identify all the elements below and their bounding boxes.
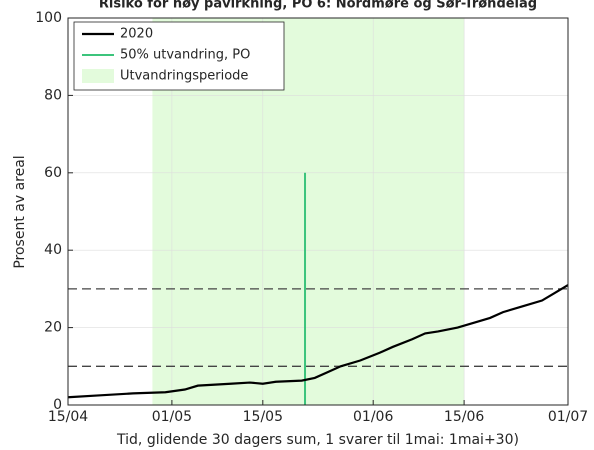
legend-label: 2020 (120, 27, 153, 42)
x-tick-label: 15/04 (48, 409, 88, 425)
y-tick-label: 100 (35, 10, 62, 26)
x-axis-label: Tid, glidende 30 dagers sum, 1 svarer ti… (116, 432, 519, 448)
y-tick-label: 0 (53, 397, 62, 413)
x-tick-label: 01/06 (353, 409, 393, 425)
x-tick-label: 01/05 (152, 409, 192, 425)
legend-label: Utvandringsperiode (120, 69, 248, 84)
x-tick-label: 15/05 (243, 409, 283, 425)
chart-title: Risiko for høy påvirkning, PO 6: Nordmør… (99, 0, 537, 12)
axes-box (67, 17, 569, 406)
y-tick-label: 20 (44, 320, 62, 336)
data-line (67, 284, 569, 399)
y-tick-label: 40 (44, 242, 62, 258)
legend-swatch (82, 69, 114, 83)
x-tick-label: 01/07 (548, 409, 588, 425)
y-axis-label: Prosent av areal (12, 155, 28, 268)
y-tick-label: 80 (44, 87, 62, 103)
legend-label: 50% utvandring, PO (120, 48, 250, 63)
x-tick-label: 15/06 (444, 409, 484, 425)
y-tick-label: 60 (44, 165, 62, 181)
